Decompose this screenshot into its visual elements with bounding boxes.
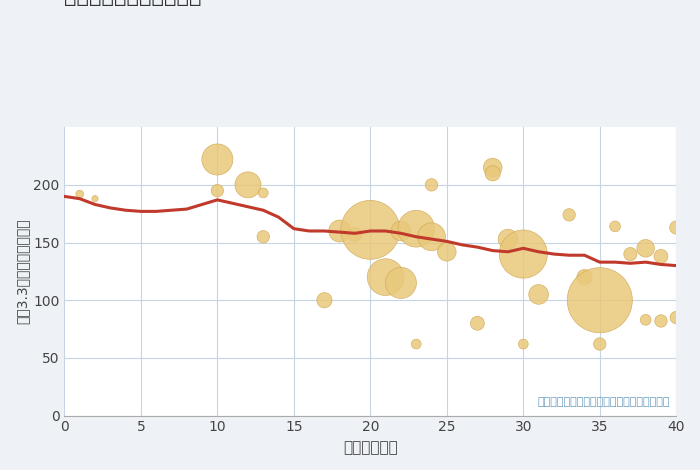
Point xyxy=(625,251,636,258)
Point xyxy=(395,279,407,287)
Point xyxy=(594,340,606,348)
Text: 大阪府大阪市中央区神崎町の
築年数別中古戸建て価格: 大阪府大阪市中央区神崎町の 築年数別中古戸建て価格 xyxy=(64,0,227,6)
Point xyxy=(441,248,452,256)
Point xyxy=(640,244,651,252)
Point xyxy=(411,340,422,348)
Point xyxy=(90,195,101,203)
Point xyxy=(258,189,269,196)
X-axis label: 築年数（年）: 築年数（年） xyxy=(343,440,398,455)
Point xyxy=(74,190,85,198)
Point xyxy=(610,223,621,230)
Point xyxy=(594,297,606,304)
Text: 円の大きさは、取引のあった物件面積を示す: 円の大きさは、取引のあった物件面積を示す xyxy=(538,397,670,407)
Point xyxy=(334,227,345,235)
Point xyxy=(318,297,330,304)
Point xyxy=(655,252,666,260)
Point xyxy=(564,211,575,219)
Point xyxy=(212,156,223,163)
Point xyxy=(655,317,666,325)
Point xyxy=(503,235,514,243)
Point xyxy=(349,231,360,238)
Point xyxy=(380,274,391,281)
Point xyxy=(518,251,529,258)
Point xyxy=(579,274,590,281)
Point xyxy=(258,233,269,241)
Point xyxy=(533,290,544,298)
Point xyxy=(487,164,498,171)
Point xyxy=(411,225,422,233)
Point xyxy=(671,224,682,231)
Point xyxy=(472,320,483,327)
Point xyxy=(426,181,437,188)
Y-axis label: 坪（3.3㎡）単価（万円）: 坪（3.3㎡）単価（万円） xyxy=(15,219,29,324)
Point xyxy=(671,314,682,321)
Point xyxy=(640,316,651,323)
Point xyxy=(212,187,223,195)
Point xyxy=(395,227,407,235)
Point xyxy=(487,170,498,177)
Point xyxy=(242,181,253,188)
Point xyxy=(426,233,437,241)
Point xyxy=(518,340,529,348)
Point xyxy=(365,226,376,234)
